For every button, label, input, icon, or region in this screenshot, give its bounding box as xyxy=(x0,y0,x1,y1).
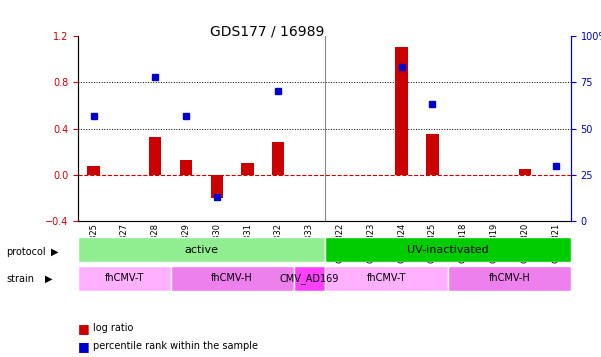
Bar xyxy=(519,169,531,175)
Text: protocol: protocol xyxy=(6,247,46,257)
Text: GDS177 / 16989: GDS177 / 16989 xyxy=(210,25,325,39)
FancyBboxPatch shape xyxy=(78,266,171,291)
FancyBboxPatch shape xyxy=(78,237,325,262)
Bar xyxy=(272,142,284,175)
FancyBboxPatch shape xyxy=(294,266,325,291)
Text: CMV_AD169: CMV_AD169 xyxy=(279,273,339,284)
Bar xyxy=(242,164,254,175)
Text: ▶: ▶ xyxy=(51,247,58,257)
Text: fhCMV-T: fhCMV-T xyxy=(367,273,406,283)
Text: ■: ■ xyxy=(78,340,90,353)
Text: UV-inactivated: UV-inactivated xyxy=(407,245,489,255)
FancyBboxPatch shape xyxy=(448,266,571,291)
FancyBboxPatch shape xyxy=(325,237,571,262)
Text: percentile rank within the sample: percentile rank within the sample xyxy=(93,341,258,351)
Bar xyxy=(180,160,192,175)
Text: strain: strain xyxy=(6,274,34,284)
Text: fhCMV-H: fhCMV-H xyxy=(212,273,253,283)
Bar xyxy=(149,137,161,175)
Text: ▶: ▶ xyxy=(45,274,52,284)
Text: ■: ■ xyxy=(78,322,90,335)
Bar xyxy=(426,134,439,175)
Text: fhCMV-H: fhCMV-H xyxy=(489,273,530,283)
Bar xyxy=(87,166,100,175)
FancyBboxPatch shape xyxy=(171,266,294,291)
FancyBboxPatch shape xyxy=(325,266,448,291)
Bar xyxy=(395,47,407,175)
Text: active: active xyxy=(185,245,218,255)
Text: log ratio: log ratio xyxy=(93,323,133,333)
Text: fhCMV-T: fhCMV-T xyxy=(105,273,144,283)
Bar xyxy=(210,175,223,198)
